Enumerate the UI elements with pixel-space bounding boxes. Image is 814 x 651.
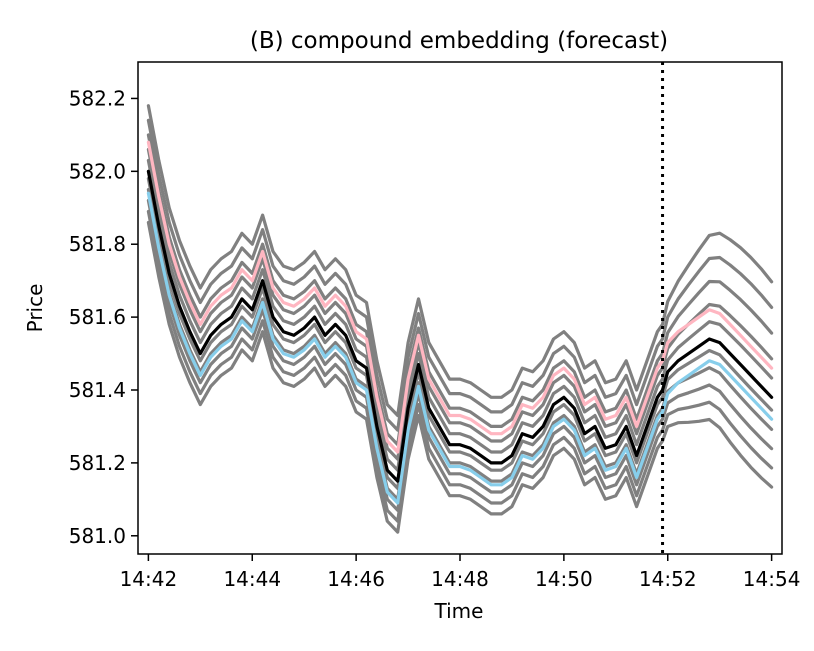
series-line-upper (146, 140, 774, 454)
y-tick-label: 581.0 (69, 524, 126, 548)
y-axis-label: Price (23, 284, 47, 333)
x-tick-label: 14:44 (223, 567, 281, 591)
y-axis: 581.0 581.2 581.4 581.6 581.8 582.0 582.2 (69, 86, 138, 548)
y-tick-label: 581.6 (69, 305, 126, 329)
series-line-sample-4 (146, 158, 774, 472)
series-line-lower (146, 191, 774, 505)
x-tick-label: 14:52 (639, 567, 697, 591)
y-tick-label: 582.0 (69, 159, 126, 183)
series-layer (146, 104, 774, 534)
y-tick-label: 581.2 (69, 451, 126, 475)
series-line-mean (146, 169, 774, 483)
x-axis: 14:42 14:44 14:46 14:48 14:50 14:52 14:54 (120, 554, 801, 591)
series-line-sample-8 (146, 209, 774, 523)
x-axis-label: Time (434, 599, 484, 623)
x-tick-label: 14:50 (535, 567, 593, 591)
series-line-sample-3 (146, 147, 774, 461)
y-tick-label: 582.2 (69, 86, 126, 110)
x-tick-label: 14:46 (327, 567, 385, 591)
x-tick-label: 14:42 (120, 567, 178, 591)
series-line-sample-1 (146, 118, 774, 432)
x-tick-label: 14:54 (743, 567, 801, 591)
x-tick-label: 14:48 (431, 567, 489, 591)
series-line-sample-2 (146, 133, 774, 447)
chart-title: (B) compound embedding (forecast) (250, 28, 668, 54)
series-line-sample-7 (146, 198, 774, 512)
series-line-sample-5 (146, 177, 774, 490)
series-line-sample-10 (146, 104, 774, 418)
y-tick-label: 581.8 (69, 232, 126, 256)
series-line-sample-9 (146, 220, 774, 534)
y-tick-label: 581.4 (69, 378, 126, 402)
